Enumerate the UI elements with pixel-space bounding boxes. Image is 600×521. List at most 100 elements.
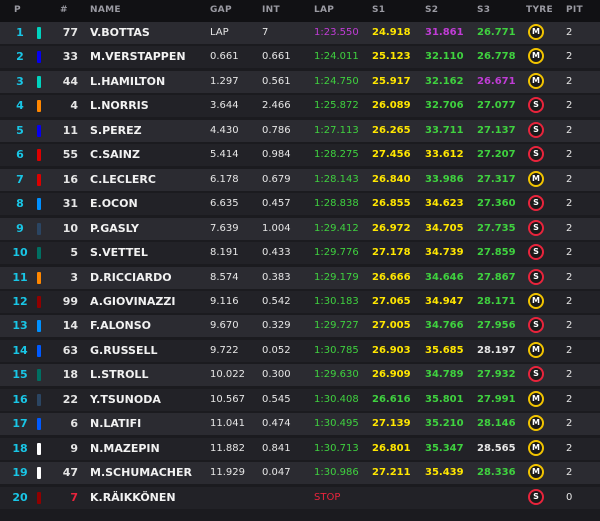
interval-cell: 0.052 [262, 344, 291, 356]
tyre-compound-label: S [533, 320, 539, 330]
interval-cell: 0.457 [262, 198, 291, 210]
table-row[interactable]: 14 63 G.RUSSELL 9.722 0.052 1:30.785 26.903 35.… [0, 339, 600, 362]
table-row[interactable]: 16 22 Y.TSUNODA 10.567 0.545 1:30.408 26.616 35… [0, 388, 600, 411]
position-cell: 18 [12, 441, 28, 455]
tyre-compound-label: S [533, 124, 539, 134]
table-row[interactable]: 18 9 N.MAZEPIN 11.882 0.841 1:30.713 26.801 35.… [0, 437, 600, 460]
table-row[interactable]: 15 18 L.STROLL 10.022 0.300 1:29.630 26.909 34.… [0, 364, 600, 387]
position-cell: 14 [12, 343, 28, 357]
tyre-compound-label: S [533, 222, 539, 232]
sector3-cell: 27.859 [477, 247, 516, 259]
driver-name-cell: L.NORRIS [90, 99, 149, 113]
gap-cell: 6.635 [210, 198, 239, 210]
sector2-cell: 35.210 [425, 418, 464, 430]
soft-tyre-icon: S [528, 488, 544, 505]
table-row[interactable]: 11 3 D.RICCIARDO 8.574 0.383 1:29.179 26.666 34… [0, 266, 600, 289]
table-row[interactable]: 20 7 K.RÄIKKÖNEN STOP S 0 [0, 486, 600, 509]
gap-cell: 7.639 [210, 222, 239, 234]
table-row[interactable]: 10 5 S.VETTEL 8.191 0.433 1:29.776 27.178 34.73… [0, 242, 600, 265]
medium-tyre-icon: M [528, 292, 544, 309]
driver-name-cell: M.SCHUMACHER [90, 466, 192, 480]
sector1-cell: 27.456 [372, 149, 411, 161]
header-int[interactable]: INT [262, 5, 280, 15]
interval-cell: 0.545 [262, 393, 291, 405]
sector2-cell: 33.612 [425, 149, 464, 161]
table-row[interactable]: 5 11 S.PEREZ 4.430 0.786 1:27.113 26.265 33.711… [0, 119, 600, 142]
lap-time-cell: STOP [314, 491, 341, 503]
table-row[interactable]: 1 77 V.BOTTAS LAP 7 1:23.550 24.918 31.861 26.77… [0, 22, 600, 44]
sector3-cell: 27.956 [477, 320, 516, 332]
driver-name-cell: P.GASLY [90, 221, 139, 235]
gap-cell: 10.567 [210, 393, 245, 405]
car-number-cell: 10 [62, 221, 78, 235]
tyre-compound-label: S [533, 271, 539, 281]
table-row[interactable]: 4 4 L.NORRIS 3.644 2.466 1:25.872 26.089 32.706… [0, 95, 600, 118]
interval-cell: 1.004 [262, 222, 291, 234]
sector2-cell: 33.986 [425, 173, 464, 185]
header-gap[interactable]: GAP [210, 5, 232, 15]
driver-name-cell: C.LECLERC [90, 172, 156, 186]
driver-name-cell: D.RICCIARDO [90, 270, 172, 284]
table-row[interactable]: 2 33 M.VERSTAPPEN 0.661 0.661 1:24.011 25.123 3… [0, 46, 600, 69]
header-name[interactable]: NAME [90, 5, 121, 15]
lap-time-cell: 1:25.872 [314, 100, 359, 112]
sector2-cell: 32.110 [425, 51, 464, 63]
sector3-cell: 27.932 [477, 369, 516, 381]
table-row[interactable]: 13 14 F.ALONSO 9.670 0.329 1:29.727 27.005 34.7… [0, 315, 600, 338]
lap-time-cell: 1:28.838 [314, 198, 359, 210]
table-row[interactable]: 3 44 L.HAMILTON 1.297 0.561 1:24.750 25.917 32.… [0, 70, 600, 93]
table-row[interactable]: 19 47 M.SCHUMACHER 11.929 0.047 1:30.986 27.21… [0, 462, 600, 485]
sector3-cell: 27.207 [477, 149, 516, 161]
header-lap[interactable]: LAP [314, 5, 335, 15]
table-row[interactable]: 9 10 P.GASLY 7.639 1.004 1:29.412 26.972 34.705… [0, 217, 600, 240]
soft-tyre-icon: S [528, 219, 544, 236]
position-cell: 13 [12, 319, 28, 333]
position-cell: 17 [12, 417, 28, 431]
gap-cell: 3.644 [210, 100, 239, 112]
sector1-cell: 26.855 [372, 198, 411, 210]
lap-time-cell: 1:29.412 [314, 222, 359, 234]
header-pos[interactable]: P [14, 5, 21, 15]
gap-cell: 1.297 [210, 75, 239, 87]
car-number-cell: 47 [62, 466, 78, 480]
team-color-bar [37, 418, 41, 431]
header-tyre[interactable]: TYRE [526, 5, 553, 15]
tyre-compound-label: S [533, 491, 539, 501]
pit-stops-cell: 2 [566, 124, 573, 136]
table-row[interactable]: 8 31 E.OCON 6.635 0.457 1:28.838 26.855 34.623 2… [0, 193, 600, 216]
pit-stops-cell: 2 [566, 271, 573, 283]
header-s2[interactable]: S2 [425, 5, 439, 15]
car-number-cell: 44 [62, 74, 78, 88]
sector1-cell: 26.903 [372, 344, 411, 356]
sector3-cell: 27.991 [477, 393, 516, 405]
sector3-cell: 27.077 [477, 100, 516, 112]
gap-cell: LAP [210, 27, 229, 38]
sector1-cell: 27.139 [372, 418, 411, 430]
team-color-bar [37, 198, 41, 211]
car-number-cell: 31 [62, 197, 78, 211]
car-number-cell: 22 [62, 392, 78, 406]
header-s1[interactable]: S1 [372, 5, 386, 15]
tyre-compound-label: S [533, 149, 539, 159]
medium-tyre-icon: M [528, 341, 544, 358]
header-s3[interactable]: S3 [477, 5, 491, 15]
lap-time-cell: 1:30.183 [314, 295, 359, 307]
pit-stops-cell: 2 [566, 442, 573, 454]
sector3-cell: 26.771 [477, 27, 516, 38]
driver-name-cell: S.VETTEL [90, 246, 148, 260]
driver-name-cell: N.MAZEPIN [90, 441, 160, 455]
interval-cell: 0.433 [262, 247, 291, 259]
gap-cell: 11.929 [210, 467, 245, 479]
pit-stops-cell: 2 [566, 320, 573, 332]
interval-cell: 0.329 [262, 320, 291, 332]
position-cell: 5 [16, 123, 24, 137]
header-num[interactable]: # [60, 5, 68, 15]
table-row[interactable]: 17 6 N.LATIFI 11.041 0.474 1:30.495 27.139 35.2… [0, 413, 600, 436]
header-pit[interactable]: PIT [566, 5, 583, 15]
table-row[interactable]: 7 16 C.LECLERC 6.178 0.679 1:28.143 26.840 33.9… [0, 168, 600, 191]
interval-cell: 0.679 [262, 173, 291, 185]
tyre-compound-label: S [533, 100, 539, 110]
table-row[interactable]: 12 99 A.GIOVINAZZI 9.116 0.542 1:30.183 27.065… [0, 290, 600, 313]
table-row[interactable]: 6 55 C.SAINZ 5.414 0.984 1:28.275 27.456 33.612… [0, 144, 600, 167]
